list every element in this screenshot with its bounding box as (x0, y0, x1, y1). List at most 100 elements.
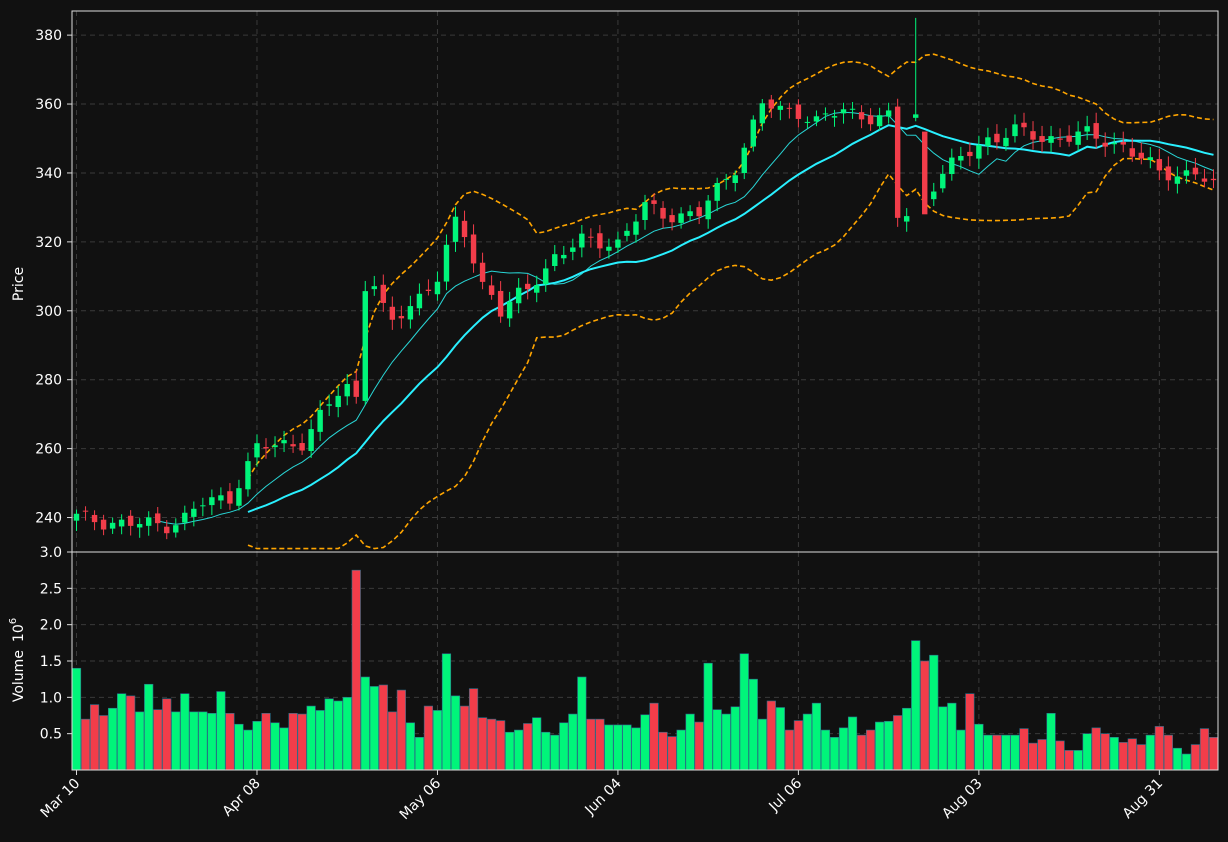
volume-bar (279, 727, 289, 771)
volume-bar (261, 713, 271, 771)
candle-body (588, 236, 594, 238)
volume-bar (514, 729, 524, 771)
volume-bar (721, 713, 731, 771)
volume-tick-labels: 0.5 1.0 1.5 2.0 2.5 3.0 (40, 545, 72, 743)
candle-body (976, 145, 982, 159)
candle-body (867, 115, 874, 125)
candle-body (164, 526, 170, 534)
volume-bar (992, 734, 1002, 771)
candle-body (227, 491, 233, 504)
x-tick-label: Jul 06 (766, 775, 806, 815)
candle-body (876, 115, 883, 127)
candle-body (1003, 137, 1009, 147)
candle-body (606, 246, 612, 251)
candle-body (903, 216, 910, 222)
candle-body (723, 178, 729, 180)
candle-body (597, 233, 603, 249)
volume-bar (315, 710, 325, 771)
volume-bar (947, 702, 957, 771)
candle-body (1039, 136, 1045, 142)
volume-bar (1073, 750, 1083, 771)
price-tick-label: 320 (35, 235, 62, 251)
candle-body (398, 316, 405, 319)
volume-bar (468, 688, 479, 771)
volume-bar (766, 700, 776, 771)
volume-bar (604, 724, 614, 771)
volume-bar (586, 718, 596, 771)
x-tick-label: Aug 31 (1120, 776, 1166, 822)
x-tick-label: May 06 (397, 775, 445, 823)
candle-body (940, 173, 946, 189)
volume-bar (649, 702, 659, 771)
volume-bar (225, 713, 235, 771)
volume-bar (1208, 736, 1219, 771)
price-tick-label: 360 (35, 97, 62, 113)
price-vertical-gridlines (76, 11, 1160, 552)
price-tick-label: 300 (35, 304, 62, 320)
candle-body (768, 99, 775, 109)
candle-body (894, 106, 901, 218)
bollinger-bands (247, 53, 1214, 550)
volume-bar (432, 710, 443, 771)
volume-bar (135, 711, 145, 771)
volume-bar (640, 714, 650, 771)
candle-body (534, 285, 540, 293)
candle-body (985, 137, 991, 146)
volume-bar (1136, 744, 1146, 771)
volume-bar (568, 713, 578, 771)
candle-body (1111, 142, 1117, 145)
candle-body (434, 281, 441, 295)
volume-bar (153, 709, 163, 771)
candle-body (1021, 122, 1027, 128)
candle-body (416, 293, 423, 309)
candle-body (633, 221, 639, 235)
price-panel: 240 260 280 300 320 340 360 380 Price (11, 11, 1218, 552)
price-axis-label: Price (11, 267, 27, 301)
volume-bar (703, 662, 713, 771)
candle-body (1129, 148, 1135, 157)
candle-body (913, 114, 919, 118)
volume-bar (180, 693, 190, 771)
volume-bar (685, 713, 695, 771)
candle-body (281, 440, 287, 444)
candle-body (1156, 159, 1163, 171)
volume-bar (866, 729, 876, 771)
candle-body (389, 306, 396, 320)
candle-body (407, 306, 414, 320)
volume-tick-label: 2.0 (40, 618, 62, 634)
candle-body (173, 525, 179, 533)
volume-axis-title: Volume (11, 650, 27, 702)
candle-body (524, 283, 531, 290)
volume-bar (811, 702, 822, 771)
volume-bar (306, 705, 316, 771)
candle-body (200, 505, 206, 507)
volume-bar (523, 723, 533, 771)
volume-bar (1145, 734, 1155, 771)
candle-body (82, 510, 89, 512)
volume-bar (784, 729, 794, 771)
volume-bar (98, 715, 109, 771)
x-tick-label: Jun 04 (582, 775, 625, 818)
candle-body (831, 116, 838, 118)
volume-bar (216, 691, 226, 771)
candle-body (335, 395, 341, 408)
candle-body (1102, 142, 1108, 147)
volume-tick-label: 0.5 (40, 727, 62, 743)
candle-body (615, 239, 621, 248)
volume-bar (938, 706, 948, 771)
candle-body (308, 429, 314, 451)
volume-bar (117, 693, 127, 771)
volume-bar (342, 697, 352, 771)
candle-body (1075, 131, 1081, 145)
volume-bar (1010, 734, 1020, 771)
price-tick-label: 280 (35, 373, 62, 389)
volume-bar (378, 684, 388, 771)
candle-body (1066, 135, 1072, 142)
candle-body (1120, 141, 1126, 145)
candle-body (714, 183, 720, 201)
candle-body (931, 191, 937, 200)
volume-bar (974, 723, 984, 771)
volume-bar (414, 736, 424, 771)
volume-bar (288, 713, 298, 771)
volume-bar (775, 707, 785, 771)
